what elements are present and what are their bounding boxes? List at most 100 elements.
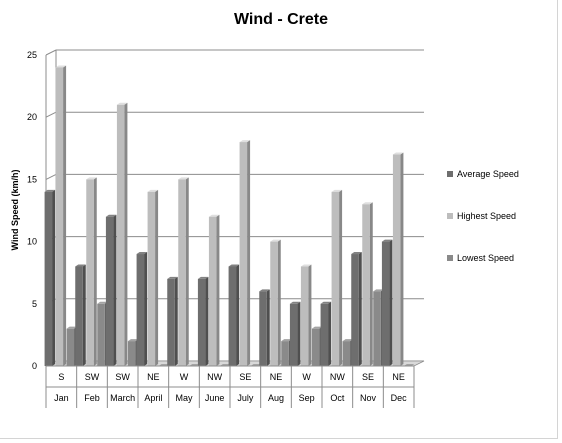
legend-item: Lowest Speed [447, 253, 514, 263]
category-label: June [205, 393, 225, 403]
bar [86, 177, 97, 366]
bar-side [369, 202, 373, 366]
bar-top [270, 239, 281, 242]
bar-top [259, 289, 270, 292]
bar [136, 252, 148, 366]
bar-front [44, 191, 53, 366]
direction-label: S [58, 372, 64, 382]
bar-front [362, 204, 370, 366]
bar-side [277, 239, 281, 366]
bar-front [351, 254, 359, 366]
bar-front [127, 341, 136, 366]
bar-top [239, 140, 251, 143]
bar-front [116, 104, 125, 366]
bar-side [400, 152, 404, 366]
bar-side [82, 264, 86, 366]
bar-front [136, 254, 145, 366]
category-table: S Jan SW Feb SW March NE April W May NW June SE July N… [45, 365, 415, 408]
gridline-side [45, 111, 57, 118]
bar-top [392, 152, 404, 155]
bar [270, 239, 281, 366]
legend-label: Average Speed [457, 169, 519, 179]
category-label: May [175, 393, 193, 403]
bar-top [97, 301, 108, 304]
category-label: Dec [391, 393, 408, 403]
bar [44, 189, 56, 366]
bar-front [381, 241, 390, 366]
bar-top [116, 102, 128, 105]
bar [259, 289, 270, 366]
bar-top [197, 276, 209, 279]
bar-top [136, 252, 148, 255]
bar-top [331, 189, 343, 192]
bar [75, 264, 86, 366]
bar [362, 202, 373, 366]
bar-front [392, 154, 401, 366]
bar-side [174, 276, 178, 366]
bar-front [342, 341, 351, 366]
direction-label: W [180, 372, 189, 382]
bar-side [236, 264, 240, 366]
bar-front [178, 179, 186, 366]
chart-title: Wind - Crete [234, 11, 328, 28]
bar-top [178, 177, 189, 180]
category-label: March [110, 393, 135, 403]
bar-top [44, 189, 56, 192]
category-label: July [237, 393, 254, 403]
category-label: Feb [84, 393, 100, 403]
bar-front [300, 266, 309, 366]
bar-side [52, 189, 56, 366]
legend-swatch [447, 255, 453, 261]
bar [300, 264, 312, 366]
direction-label: NE [270, 372, 283, 382]
direction-label: SW [85, 372, 100, 382]
bar [55, 65, 67, 366]
bar-side [339, 189, 343, 366]
bar-front [55, 67, 64, 366]
bar [197, 276, 209, 366]
legend-item: Highest Speed [447, 211, 516, 221]
y-tick-label: 25 [27, 50, 37, 60]
legend-swatch [447, 171, 453, 177]
bar [331, 189, 343, 366]
bar [178, 177, 189, 366]
bar-front [259, 291, 267, 366]
bar-side [297, 301, 301, 366]
y-tick-label: 10 [27, 237, 37, 247]
bar-side [216, 214, 220, 366]
y-axis-label: Wind Speed (km/h) [10, 170, 20, 251]
bar [381, 239, 393, 366]
bar-top [300, 264, 312, 267]
bar-side [247, 140, 251, 366]
bar-front [75, 266, 83, 366]
bar-top [167, 276, 178, 279]
bar-front [66, 328, 75, 366]
bar-top [86, 177, 97, 180]
bar-front [320, 303, 329, 366]
bar-top [55, 65, 67, 68]
bar [228, 264, 240, 366]
bar-front [239, 142, 248, 366]
y-tick-label: 20 [27, 112, 37, 122]
legend: Average Speed Highest Speed Lowest Speed [447, 169, 519, 263]
bar-front [331, 191, 340, 366]
bar-side [205, 276, 209, 366]
bar-side [144, 252, 148, 366]
bar-side [113, 214, 117, 366]
category-label: Nov [360, 393, 377, 403]
legend-label: Highest Speed [457, 211, 516, 221]
direction-label: NW [207, 372, 222, 382]
bar-top [208, 214, 220, 217]
bar-top [127, 339, 139, 342]
bar-front [208, 216, 217, 366]
bar-front [311, 328, 320, 366]
bar-top [228, 264, 240, 267]
direction-label: SE [362, 372, 374, 382]
bar-top [351, 252, 362, 255]
bar-side [185, 177, 189, 366]
direction-label: SE [239, 372, 251, 382]
category-label: Oct [330, 393, 345, 403]
bar-top [320, 301, 332, 304]
